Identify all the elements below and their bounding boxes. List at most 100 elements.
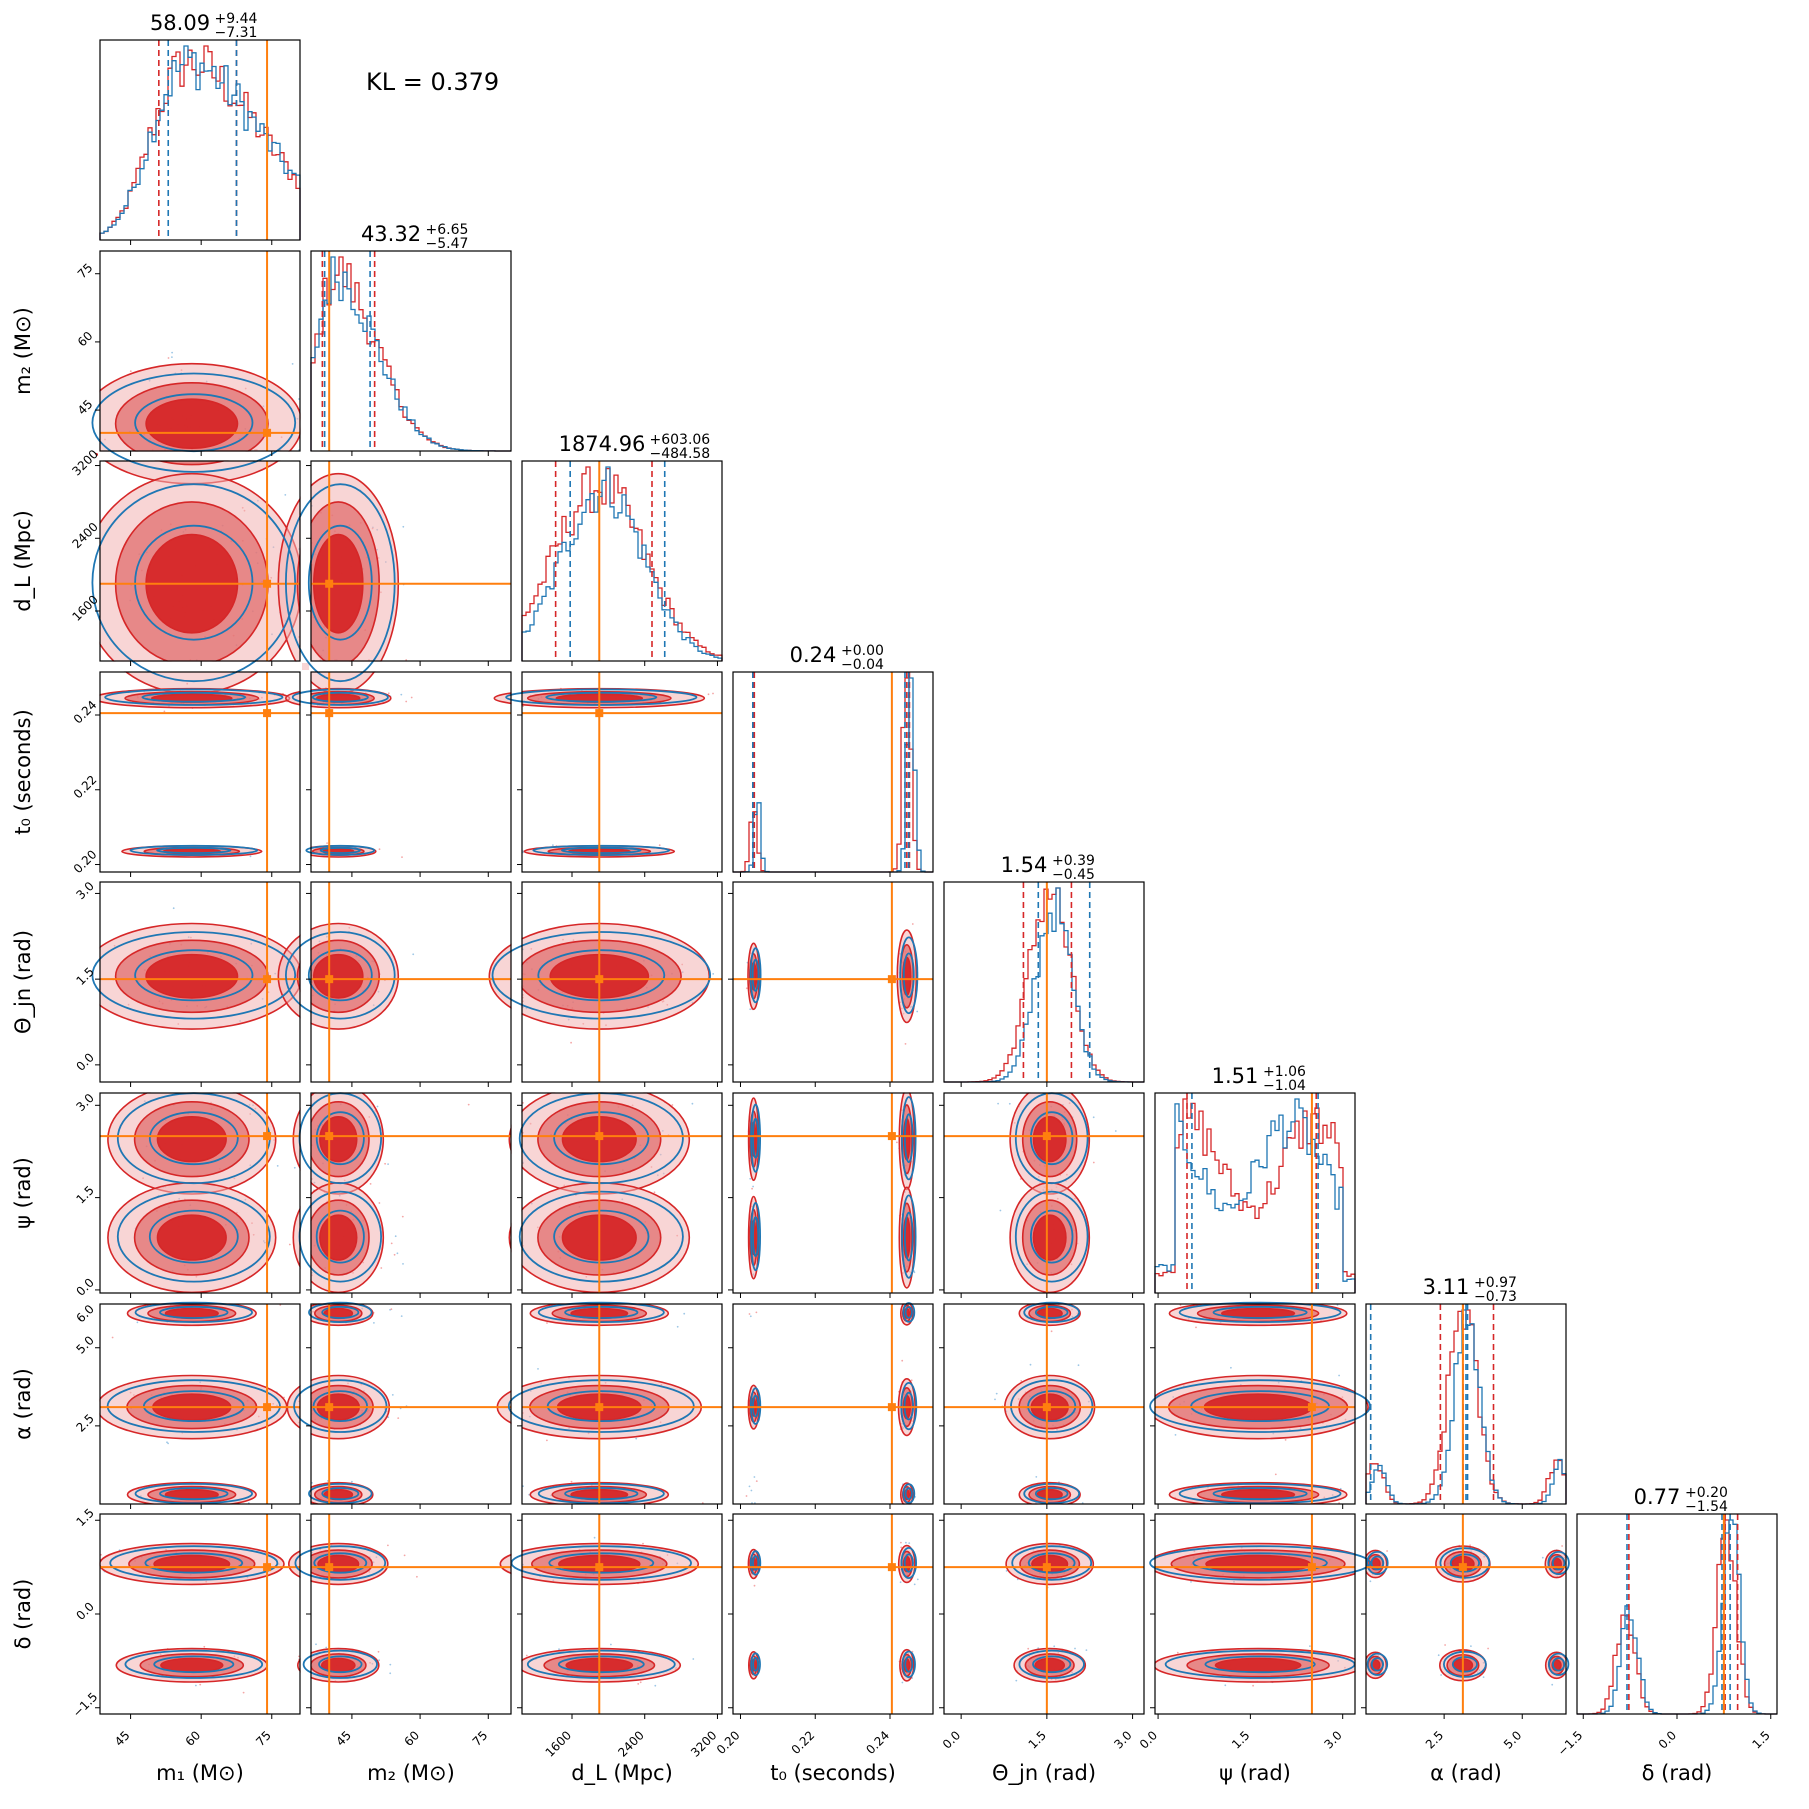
- title-plus-m1: +9.44: [215, 11, 258, 27]
- blue-contour: [1366, 1652, 1389, 1676]
- panel-frame: [99, 881, 301, 1083]
- blue-contour: [321, 1305, 360, 1319]
- panel-frame: [99, 671, 301, 873]
- gap-mask: [0, 1512, 100, 1716]
- blue-contour: [491, 931, 712, 1020]
- blue-contour: [315, 1209, 365, 1264]
- gap-mask: [309, 1293, 513, 1304]
- sample-point: [1195, 1326, 1197, 1329]
- title-plus-t0: +0.00: [841, 643, 884, 659]
- sample-point: [999, 1209, 1002, 1212]
- panel-frame: [732, 1513, 934, 1715]
- x-axis-label-theta_jn: Θ_jn (rad): [992, 1761, 1096, 1786]
- title-minus-delta: −1.54: [1685, 1499, 1728, 1515]
- overflow-mask: [0, 0, 1809, 1745]
- sample-point: [171, 351, 174, 354]
- title-theta_jn: 1.54: [1001, 853, 1048, 877]
- blue-contour: [553, 1209, 650, 1264]
- truth-marker: [325, 709, 334, 718]
- gap-mask: [1575, 1714, 1779, 1745]
- sample-point: [750, 1489, 753, 1492]
- gap-mask: [520, 1504, 724, 1514]
- title-minus-t0: −0.04: [841, 657, 884, 673]
- sample-point: [749, 1315, 752, 1318]
- y-axis-label-psi: ψ (rad): [11, 1157, 35, 1229]
- gap-mask: [722, 1091, 733, 1295]
- panel-frame: [732, 881, 934, 1083]
- gap-mask: [520, 872, 724, 882]
- truth-marker: [1307, 1563, 1316, 1572]
- truth-marker: [887, 1563, 896, 1572]
- blue-contour: [91, 931, 297, 1020]
- sample-point: [410, 696, 413, 699]
- sample-point: [1230, 1366, 1232, 1369]
- sample-point: [755, 1480, 758, 1482]
- blue-contour: [902, 1483, 916, 1504]
- gap-mask: [1144, 1091, 1155, 1295]
- sample-point: [913, 1583, 916, 1586]
- red-contour: [156, 1214, 227, 1261]
- sample-point: [745, 987, 748, 990]
- blue-contour: [751, 1394, 760, 1418]
- panel-frame: [99, 39, 301, 241]
- sample-point: [753, 1476, 756, 1478]
- x-axis-label-delta: δ (rad): [1642, 1761, 1713, 1785]
- blue-contour: [1178, 1483, 1342, 1505]
- sample-point: [380, 1267, 383, 1269]
- gap-mask: [0, 38, 100, 242]
- panel-frame: [310, 1092, 512, 1294]
- gap-mask: [300, 880, 311, 1084]
- gap-mask: [520, 1293, 724, 1304]
- blue-contour: [1370, 1657, 1385, 1672]
- blue-contour: [106, 1379, 281, 1433]
- sample-point: [658, 844, 661, 847]
- gap-mask: [309, 1714, 513, 1745]
- sample-point: [1224, 1684, 1227, 1687]
- kl-annotation: KL = 0.379: [366, 68, 499, 96]
- gap-mask: [1153, 1293, 1357, 1304]
- y-axis-label-t0: t₀ (seconds): [11, 709, 35, 835]
- blue-contour: [1449, 1553, 1481, 1573]
- blue-contour: [319, 846, 361, 854]
- sample-point: [389, 1663, 392, 1666]
- sample-point: [376, 1105, 379, 1108]
- sample-point: [1050, 1330, 1053, 1333]
- blue-contour: [159, 1487, 229, 1501]
- blue-contour: [1212, 1305, 1308, 1319]
- blue-contour: [148, 1111, 239, 1166]
- hist-red-t0: [733, 677, 933, 873]
- y-axis-label-alpha: α (rad): [11, 1368, 35, 1440]
- blue-contour: [1439, 1547, 1491, 1579]
- gap-mask: [1355, 1088, 1809, 1298]
- title-plus-psi: +1.06: [1263, 1064, 1306, 1080]
- sample-point: [284, 494, 287, 496]
- panel-frame: [1365, 1513, 1567, 1715]
- sample-point: [378, 1202, 381, 1204]
- blue-contour: [91, 372, 297, 473]
- blue-contour: [153, 1655, 235, 1674]
- panel-frame: [99, 1092, 301, 1294]
- gap-mask: [98, 1082, 302, 1093]
- sample-point: [171, 356, 173, 358]
- blue-contour: [311, 691, 369, 703]
- sample-point: [390, 1308, 393, 1311]
- blue-contour: [284, 483, 396, 683]
- gap-mask: [520, 421, 724, 461]
- blue-contour: [1178, 1301, 1342, 1324]
- truth-marker: [263, 428, 272, 437]
- panel-delta-vs-m1: [98, 1542, 300, 1694]
- gap-mask: [511, 1091, 522, 1295]
- panel-theta_jn-vs-dL: [488, 922, 715, 1044]
- blue-contour: [553, 1111, 650, 1166]
- panel-frame: [521, 1092, 723, 1294]
- sample-point: [1309, 1645, 1311, 1647]
- panel-frame: [1154, 1303, 1356, 1505]
- gap-mask: [520, 661, 724, 672]
- gap-mask: [511, 1512, 522, 1716]
- sample-point: [558, 1648, 560, 1650]
- sample-point: [1092, 1116, 1095, 1119]
- red-contour: [1032, 1214, 1067, 1261]
- title-value-alpha: 3.11: [1423, 1275, 1470, 1299]
- title-m2: 43.32: [361, 222, 421, 246]
- blue-contour: [291, 688, 389, 706]
